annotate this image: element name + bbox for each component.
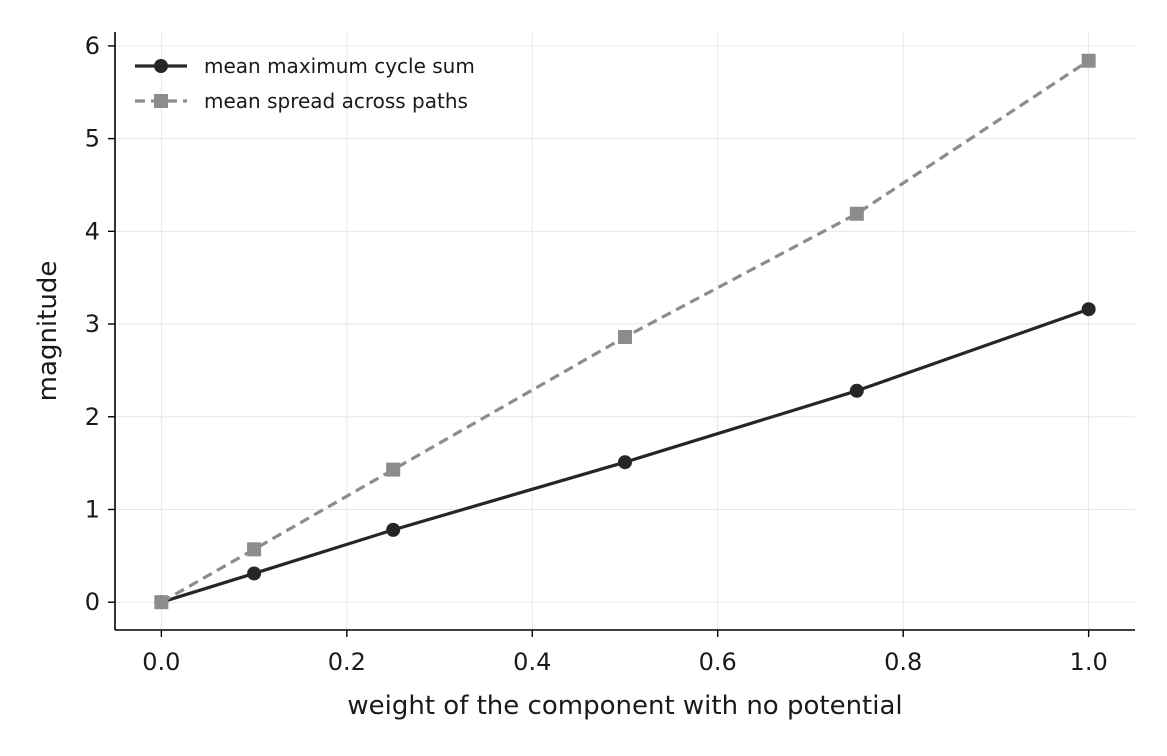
data-point — [1081, 53, 1096, 68]
y-tick-label: 0 — [85, 588, 100, 616]
data-point — [1081, 302, 1096, 317]
series-1 — [154, 302, 1096, 610]
legend-item: mean spread across paths — [135, 89, 468, 113]
data-point — [849, 383, 864, 398]
y-axis-label: magnitude — [33, 261, 63, 402]
legend-marker — [154, 59, 168, 73]
data-point — [618, 455, 632, 470]
data-point — [247, 566, 262, 581]
x-axis-label: weight of the component with no potentia… — [347, 691, 902, 721]
data-point — [386, 522, 401, 537]
data-point — [386, 462, 401, 477]
y-tick-label: 4 — [85, 217, 100, 245]
x-tick-label: 0.0 — [142, 648, 180, 676]
axis-ticks: 0.0 0.2 0.4 0.6 0.8 1.0 0 1 2 3 4 5 6 — [85, 32, 1108, 676]
x-tick-label: 0.2 — [328, 648, 366, 676]
x-tick-label: 0.6 — [699, 648, 737, 676]
y-tick-label: 5 — [85, 125, 100, 153]
legend-label: mean spread across paths — [204, 89, 468, 113]
series-line — [160, 307, 1090, 604]
data-point — [154, 595, 169, 610]
axes — [114, 32, 1135, 631]
y-tick-label: 2 — [85, 403, 100, 431]
data-point — [247, 542, 262, 557]
x-tick-label: 0.4 — [513, 648, 551, 676]
grid-lines — [115, 32, 1135, 630]
series-line — [160, 59, 1090, 604]
y-tick-label: 1 — [85, 495, 100, 523]
legend: mean maximum cycle sum mean spread across… — [135, 54, 475, 113]
data-point — [618, 330, 632, 345]
y-tick-label: 3 — [85, 310, 100, 338]
x-tick-label: 1.0 — [1070, 648, 1108, 676]
data-point — [849, 206, 864, 221]
legend-item: mean maximum cycle sum — [135, 54, 475, 78]
legend-marker — [154, 94, 168, 108]
x-tick-label: 0.8 — [884, 648, 922, 676]
legend-label: mean maximum cycle sum — [204, 54, 475, 78]
series-2 — [154, 53, 1096, 610]
y-tick-label: 6 — [85, 32, 100, 60]
data-series — [154, 53, 1096, 610]
